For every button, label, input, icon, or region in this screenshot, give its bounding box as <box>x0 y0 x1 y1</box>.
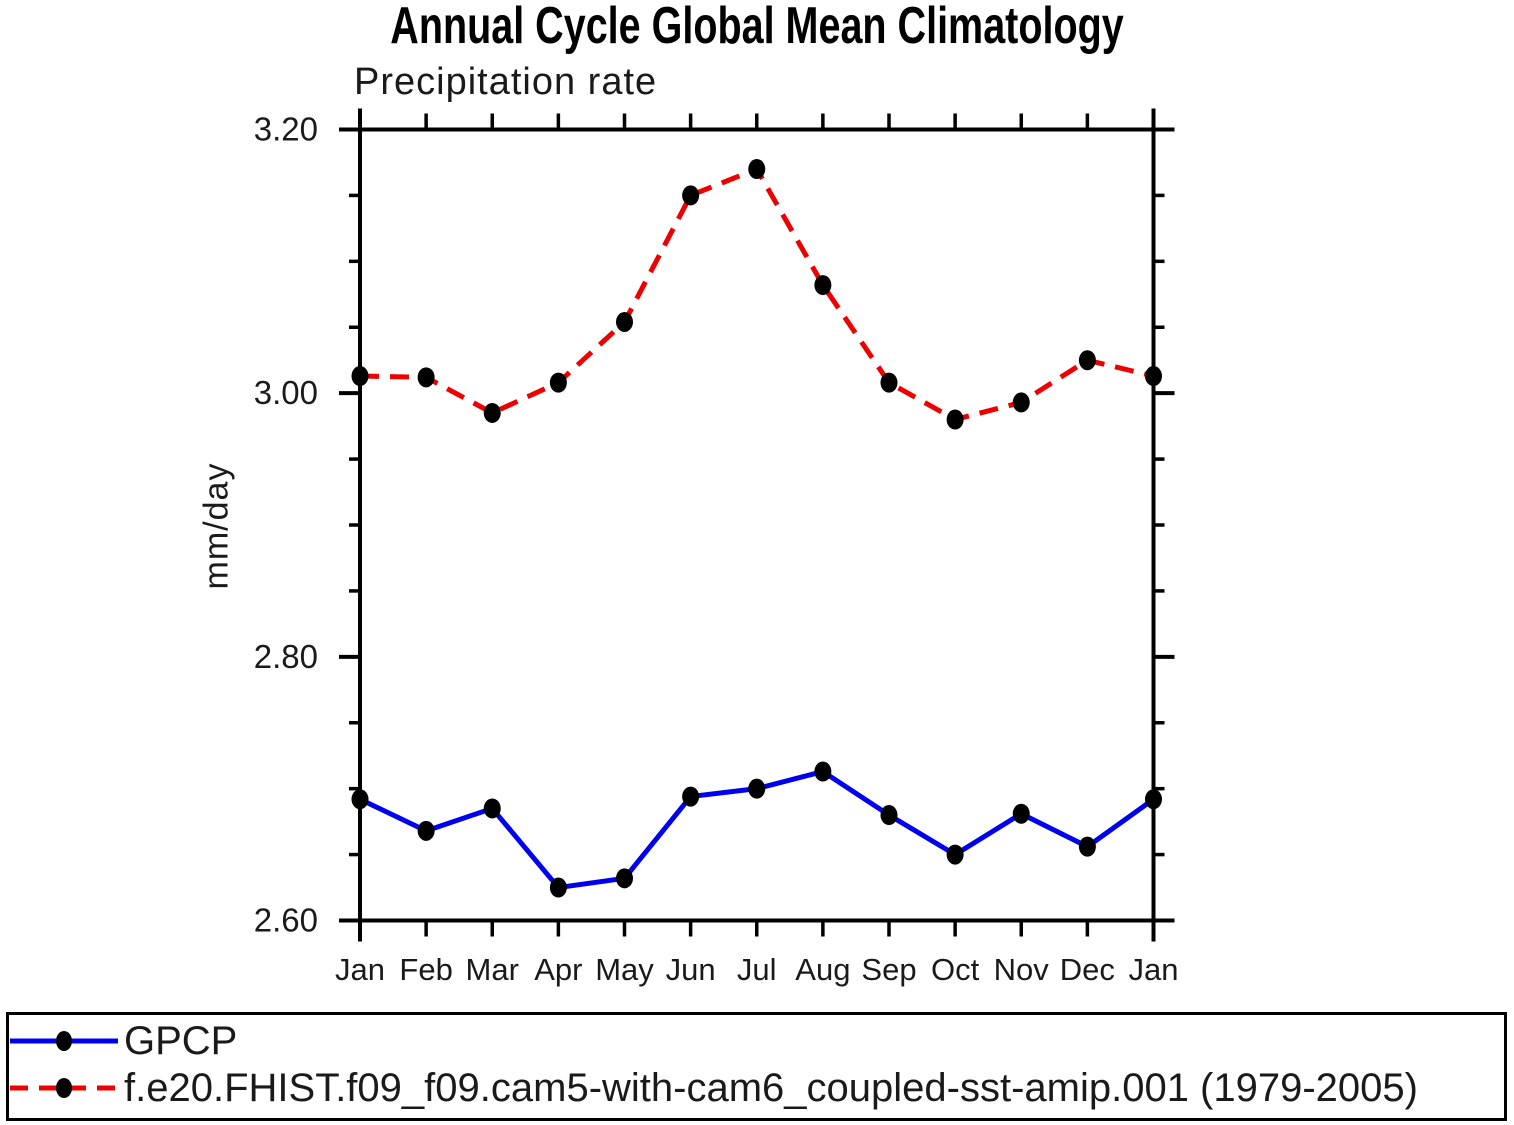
legend-marker-gpcp <box>56 1031 72 1051</box>
data-point-model <box>682 185 700 206</box>
data-point-gpcp <box>483 798 501 819</box>
data-point-gpcp <box>748 778 766 799</box>
data-point-gpcp <box>946 844 964 865</box>
legend-item-gpcp: GPCP <box>0 1021 237 1061</box>
legend-item-model: f.e20.FHIST.f09_f09.cam5-with-cam6_coupl… <box>0 1068 1418 1108</box>
legend-label-gpcp: GPCP <box>124 1019 238 1063</box>
data-point-model <box>417 367 435 388</box>
data-point-gpcp <box>1145 789 1162 810</box>
legend <box>6 1012 1507 1121</box>
legend-line-sample-model <box>10 1078 118 1098</box>
data-point-model <box>946 409 964 430</box>
chart-title: Annual Cycle Global Mean Climatology <box>390 0 1124 55</box>
x-tick-label: Jan <box>1129 952 1179 987</box>
data-point-gpcp <box>682 786 700 807</box>
data-point-gpcp <box>417 820 435 841</box>
y-tick-label: 2.60 <box>254 902 318 939</box>
data-point-gpcp <box>351 789 369 810</box>
data-point-model <box>549 372 567 393</box>
series-line-model <box>359 166 1155 423</box>
x-tick-label: Feb <box>399 952 452 987</box>
data-point-gpcp <box>549 877 567 898</box>
data-point-model <box>351 366 369 387</box>
data-point-gpcp <box>1012 803 1030 824</box>
x-tick-label: Jan <box>335 952 385 987</box>
legend-marker-model <box>56 1078 72 1098</box>
data-point-model <box>814 275 832 296</box>
x-tick-label: May <box>595 952 654 987</box>
data-point-model <box>1012 392 1030 413</box>
data-point-gpcp <box>616 868 633 889</box>
x-tick-label: Apr <box>534 952 582 987</box>
x-tick-label: Jul <box>737 952 777 987</box>
data-point-gpcp <box>1078 836 1096 857</box>
legend-label-model: f.e20.FHIST.f09_f09.cam5-with-cam6_coupl… <box>124 1066 1418 1110</box>
data-point-model <box>748 159 766 180</box>
data-point-model <box>1145 366 1162 387</box>
y-tick-label: 3.20 <box>254 111 318 148</box>
data-point-model <box>616 311 633 332</box>
y-tick-label: 2.80 <box>254 638 318 675</box>
x-tick-label: Aug <box>795 952 850 987</box>
x-tick-label: Jun <box>666 952 716 987</box>
y-tick-label: 3.00 <box>254 374 318 411</box>
data-point-model <box>483 402 501 423</box>
x-tick-label: Mar <box>466 952 519 987</box>
data-point-gpcp <box>814 761 832 782</box>
x-tick-label: Sep <box>861 952 916 987</box>
legend-line-sample-gpcp <box>10 1031 118 1051</box>
data-point-model <box>1078 350 1096 371</box>
x-tick-label: Oct <box>931 952 980 987</box>
axis-subtitle: Precipitation rate <box>354 61 658 103</box>
data-point-model <box>880 372 898 393</box>
data-point-gpcp <box>880 805 898 826</box>
x-tick-label: Dec <box>1060 952 1115 987</box>
x-tick-label: Nov <box>994 952 1050 987</box>
